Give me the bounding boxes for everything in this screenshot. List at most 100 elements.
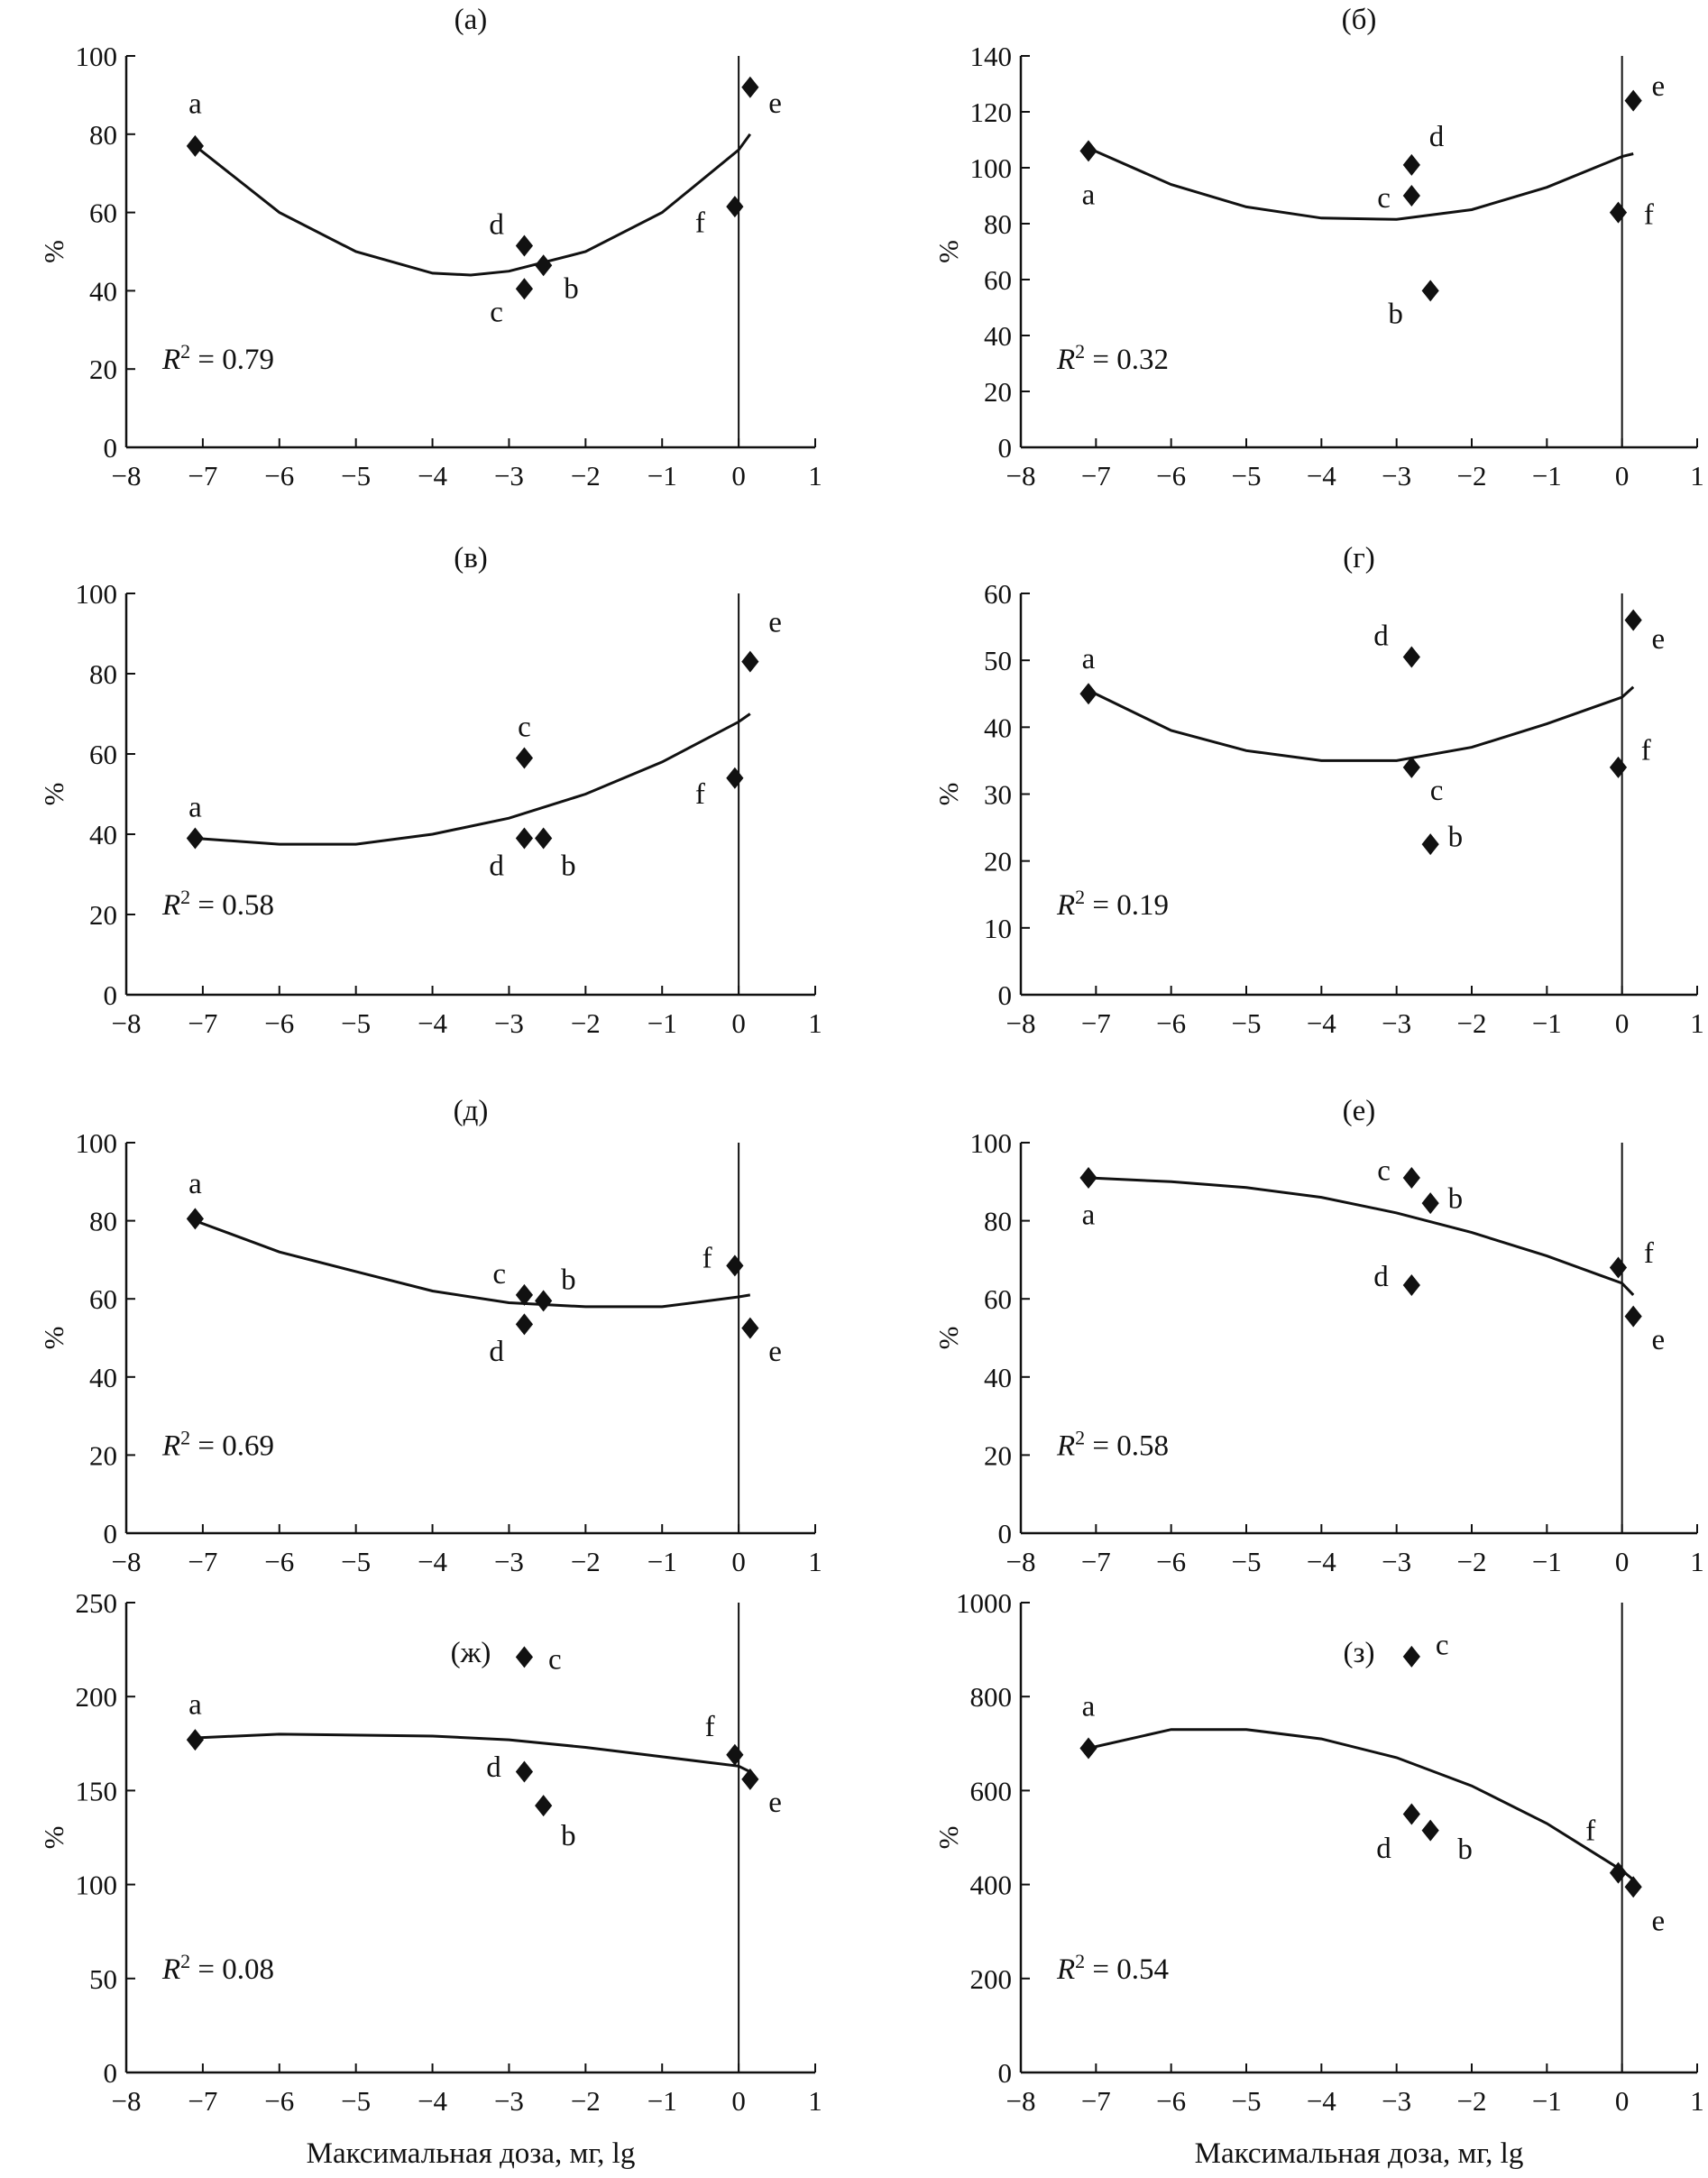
trend-line [194,1219,751,1309]
y-tick-label: 100 [76,578,118,610]
y-tick-label: 0 [104,432,118,464]
point-label: a [1082,179,1096,212]
data-point-d [1402,153,1420,176]
y-tick-label: 400 [970,1870,1013,1901]
x-tick-label: −1 [647,2085,677,2117]
point-label: c [548,1644,562,1677]
point-label: f [1644,199,1654,232]
y-axis-label: % [38,1327,69,1350]
y-tick-label: 60 [89,198,117,229]
point-label: b [561,1264,576,1296]
trend-line [1088,1176,1635,1296]
x-tick-label: 1 [1690,1546,1704,1577]
y-tick-label: 40 [984,1362,1012,1393]
y-tick-label: 0 [104,1518,118,1549]
x-tick-label: −7 [188,1546,217,1577]
x-tick-label: −3 [494,460,524,492]
data-point-c [515,747,534,769]
y-tick-label: 80 [984,208,1012,240]
x-tick-label: −5 [1232,460,1262,492]
x-tick-label: 1 [808,1007,822,1039]
point-label: a [1082,643,1096,675]
x-tick-label: 1 [1690,2085,1704,2117]
x-tick-label: 0 [1615,460,1630,492]
data-point-c [1402,756,1420,778]
point-label: a [188,1168,202,1200]
r-squared: R2 = 0.08 [161,1950,274,1986]
x-tick-label: −2 [571,1546,601,1577]
y-tick-label: 20 [89,899,117,931]
x-tick-label: −8 [112,460,142,492]
point-label: b [564,272,579,305]
x-tick-label: 1 [1690,460,1704,492]
data-point-b [1421,833,1439,856]
y-tick-label: 0 [104,2057,118,2089]
y-axis-label: % [932,240,964,263]
data-point-c [1402,1166,1420,1189]
point-label: d [1373,620,1389,652]
data-point-a [186,1208,204,1230]
y-tick-label: 40 [984,712,1012,743]
point-label: b [561,850,576,882]
r-squared: R2 = 0.54 [1056,1950,1169,1986]
y-axis-label: % [38,783,69,806]
data-point-a [1079,140,1097,162]
y-tick-label: 600 [970,1775,1013,1806]
data-point-c [515,1283,534,1306]
x-axis-label: Максимальная доза, мг, lg [1195,2137,1524,2170]
data-point-e [741,650,759,673]
data-point-f [1609,1861,1628,1884]
y-tick-label: 0 [998,432,1013,464]
x-tick-label: −7 [1081,1546,1111,1577]
x-tick-label: −4 [1307,1007,1336,1039]
y-tick-label: 40 [984,320,1012,352]
r-squared: R2 = 0.19 [1056,886,1169,922]
point-label: e [1652,1906,1666,1938]
data-point-d [515,1313,534,1336]
data-point-b [535,1290,553,1312]
y-axis-label: % [932,1327,964,1350]
point-label: f [705,1711,715,1743]
x-tick-label: 1 [808,460,822,492]
panel-title: (г) [1343,542,1375,574]
data-point-d [1402,1274,1420,1297]
x-tick-label: −2 [571,2085,601,2117]
x-tick-label: 0 [731,1007,746,1039]
point-label: d [1373,1261,1389,1293]
data-point-f [726,1743,744,1766]
x-tick-label: −5 [341,1007,371,1039]
y-tick-label: 100 [970,152,1013,184]
y-tick-label: 100 [76,1870,118,1901]
y-tick-label: 250 [76,1587,118,1619]
x-tick-label: −8 [1006,1007,1036,1039]
data-point-b [1421,1192,1439,1215]
x-tick-label: −1 [1532,2085,1562,2117]
point-label: b [561,1820,576,1852]
x-tick-label: −6 [264,2085,294,2117]
y-axis-label: % [932,1826,964,1850]
point-label: f [1644,1237,1654,1270]
x-tick-label: −2 [1457,1007,1487,1039]
point-label: d [489,850,504,882]
data-point-e [1624,609,1642,631]
point-label: d [489,1336,504,1368]
x-tick-label: 0 [731,2085,746,2117]
x-tick-label: −3 [1382,1007,1411,1039]
point-label: f [695,207,705,240]
x-tick-label: −2 [571,460,601,492]
panel-7: (з) 0 200 400 600 800 1000 −8 −7 −6 −5 −4 −3 −2 −1 0 1% М… [932,1587,1704,2170]
point-label: e [768,1787,782,1819]
x-tick-label: −6 [1156,1007,1186,1039]
panel-6: (ж) 0 50 100 150 200 250 −8 −7 −6 −5 −4 −3 −2 −1 0 1% Мак… [38,1587,822,2170]
data-point-e [741,1317,759,1339]
point-label: e [768,1336,782,1368]
x-tick-label: 1 [808,2085,822,2117]
x-tick-label: −3 [1382,460,1411,492]
point-label: d [486,1751,501,1784]
data-point-d [515,1760,534,1783]
data-point-b [535,827,553,850]
data-point-e [741,1768,759,1790]
x-tick-label: 0 [1615,1546,1630,1577]
data-point-b [535,1795,553,1817]
